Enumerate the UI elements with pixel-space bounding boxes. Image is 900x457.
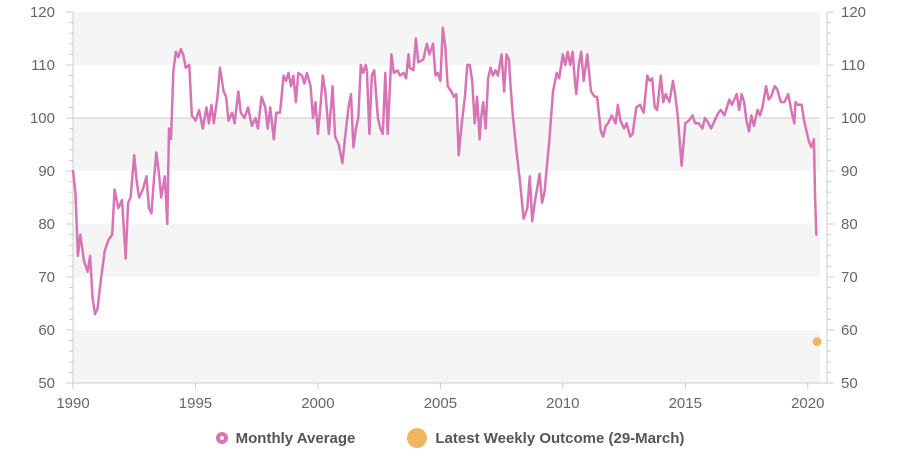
y-tick-label-right: 100 bbox=[841, 110, 866, 127]
legend-label-monthly: Monthly Average bbox=[235, 429, 356, 447]
y-tick-label-left: 60 bbox=[38, 322, 55, 339]
y-tick-label-left: 110 bbox=[31, 57, 55, 74]
x-tick-label: 2015 bbox=[669, 395, 702, 412]
line-chart: 50 50 60 60 70 70 80 80 90 90 100 100 110 110 120 120 19… bbox=[30, 4, 866, 412]
x-tick-label: 1995 bbox=[179, 395, 212, 412]
grid-band bbox=[73, 118, 820, 171]
legend-marker-monthly-icon bbox=[215, 432, 228, 444]
y-tick-label-left: 50 bbox=[38, 375, 55, 392]
y-tick-label-right: 80 bbox=[841, 216, 858, 233]
chart-legend: Monthly Average Latest Weekly Outcome (2… bbox=[0, 428, 900, 448]
y-tick-label-right: 90 bbox=[841, 163, 858, 180]
x-tick-label: 2020 bbox=[791, 395, 824, 412]
grid-band bbox=[73, 330, 820, 383]
y-tick-label-right: 70 bbox=[841, 269, 858, 286]
y-tick-label-left: 70 bbox=[38, 269, 55, 286]
x-tick-label: 2010 bbox=[546, 395, 579, 412]
y-tick-label-right: 110 bbox=[841, 57, 865, 74]
x-tick-label: 2005 bbox=[424, 395, 457, 412]
y-tick-label-left: 80 bbox=[38, 216, 55, 233]
legend-marker-weekly-icon bbox=[407, 428, 428, 448]
y-tick-label-left: 100 bbox=[30, 110, 55, 127]
x-tick-label: 1990 bbox=[56, 395, 89, 412]
series-line-monthly-average bbox=[71, 26, 818, 316]
y-tick-label-right: 60 bbox=[841, 322, 858, 339]
y-tick-label-left: 90 bbox=[38, 163, 55, 180]
grid-band bbox=[73, 224, 820, 277]
legend-item-monthly-average[interactable]: Monthly Average bbox=[215, 429, 356, 447]
y-tick-label-right: 120 bbox=[841, 4, 866, 21]
data-point-weekly-outcome bbox=[812, 337, 822, 347]
y-tick-label-right: 50 bbox=[841, 375, 858, 392]
y-tick-label-left: 120 bbox=[30, 4, 55, 21]
legend-item-weekly-outcome[interactable]: Latest Weekly Outcome (29-March) bbox=[407, 428, 684, 448]
legend-label-weekly: Latest Weekly Outcome (29-March) bbox=[435, 429, 685, 447]
x-tick-label: 2000 bbox=[301, 395, 334, 412]
